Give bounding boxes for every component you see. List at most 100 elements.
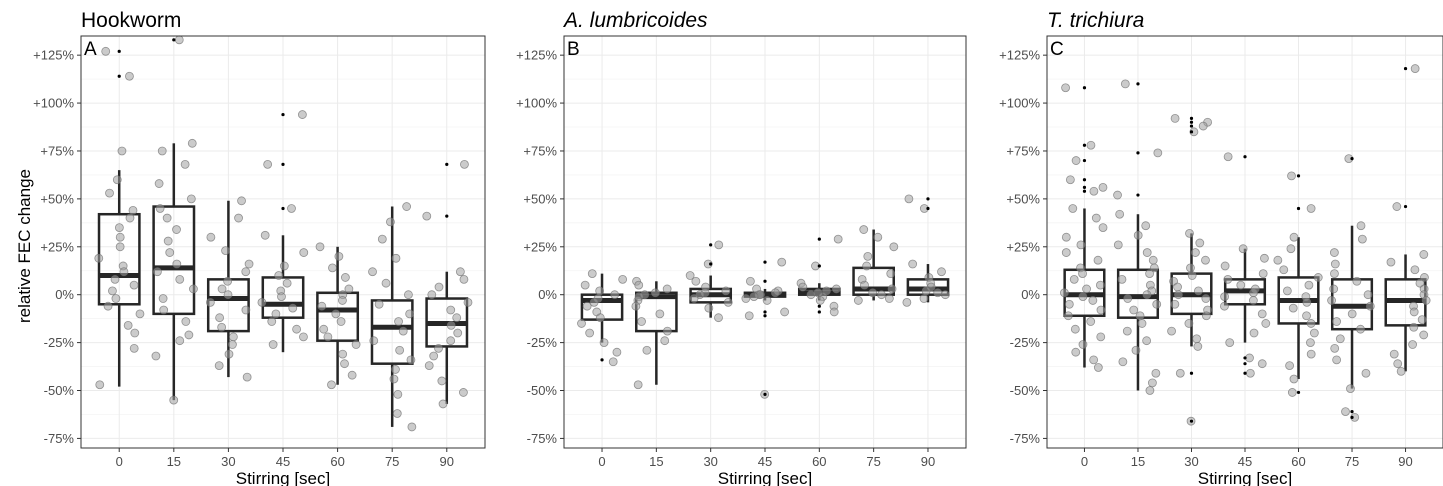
data-point <box>1167 326 1176 336</box>
data-point <box>1302 311 1311 321</box>
data-point <box>217 322 227 332</box>
data-point <box>154 179 164 188</box>
data-point <box>241 305 251 315</box>
data-point <box>1329 248 1339 257</box>
data-point <box>940 290 950 300</box>
data-point <box>780 307 790 317</box>
data-point <box>115 242 125 252</box>
data-point <box>368 267 377 277</box>
data-point <box>103 301 113 311</box>
y-tick-label: 0% <box>55 287 74 302</box>
box-iqr <box>370 299 414 365</box>
data-point <box>853 296 863 305</box>
data-point <box>1185 228 1194 238</box>
box-45 <box>261 235 305 353</box>
data-point <box>577 319 586 328</box>
data-point <box>741 294 751 303</box>
y-axis-label: relative FEC change <box>15 169 34 323</box>
data-point <box>860 280 869 290</box>
data-point <box>1117 274 1127 284</box>
x-tick-label: 75 <box>866 454 880 469</box>
data-point <box>1286 244 1296 254</box>
outlier-point <box>1082 143 1087 147</box>
data-point <box>1346 384 1355 393</box>
data-point <box>1408 340 1417 349</box>
data-point <box>214 361 224 371</box>
x-axis-label: Stirring [sec] <box>236 469 330 486</box>
outlier-point <box>445 214 449 218</box>
data-point <box>455 267 465 277</box>
data-point <box>933 288 943 298</box>
data-point <box>221 246 230 256</box>
data-point <box>340 273 350 282</box>
outlier-point <box>926 197 930 201</box>
box-iqr <box>152 205 196 316</box>
y-tick-label: +25% <box>1006 239 1040 254</box>
data-point <box>660 336 670 346</box>
data-point <box>1065 175 1075 185</box>
data-point <box>637 317 646 326</box>
data-point <box>315 242 325 252</box>
data-point <box>135 309 145 319</box>
panel-c: -75% -50% -25% 0% +25% +50% +75% +100% +125% 0 15 3… <box>999 9 1443 486</box>
data-point <box>395 345 405 355</box>
data-point <box>1386 257 1396 267</box>
data-point <box>1173 282 1182 292</box>
data-point <box>1238 244 1248 254</box>
panels: -75% -50% -25% 0% +25% +50% +75% +100% +125% 0 15 3… <box>33 9 1443 486</box>
data-point <box>1060 288 1069 298</box>
outlier-point <box>817 310 821 314</box>
data-point <box>1113 190 1122 200</box>
x-tick-label: 30 <box>703 454 717 469</box>
data-point <box>1347 309 1357 319</box>
outlier-point <box>117 49 121 53</box>
data-point <box>1148 255 1158 265</box>
data-point <box>189 284 198 294</box>
data-point <box>459 388 468 397</box>
outlier-point <box>763 314 767 318</box>
x-tick-label: 60 <box>1291 454 1305 469</box>
x-tick-label: 0 <box>1081 454 1088 469</box>
data-point <box>1123 294 1133 303</box>
x-tick-label: 30 <box>1184 454 1198 469</box>
data-point <box>110 274 120 284</box>
outlier-point <box>926 206 930 211</box>
data-point <box>1061 232 1071 242</box>
data-point <box>393 389 403 399</box>
outlier-point <box>709 262 713 266</box>
y-tick-label: +100% <box>33 96 74 111</box>
data-point <box>1249 288 1258 298</box>
data-point <box>1120 79 1130 89</box>
data-point <box>1356 221 1366 231</box>
y-tick-label: +50% <box>1006 191 1040 206</box>
panel-tag: C <box>1050 39 1064 60</box>
data-point <box>1201 311 1211 321</box>
data-point <box>175 336 185 346</box>
data-point <box>1306 204 1316 213</box>
data-point <box>685 271 695 280</box>
data-point <box>398 326 408 336</box>
data-point <box>1098 182 1108 192</box>
data-point <box>174 35 184 45</box>
y-tick-label: +75% <box>523 143 557 158</box>
outlier-point <box>1189 130 1194 134</box>
data-point <box>112 175 122 185</box>
data-point <box>1093 255 1103 265</box>
data-point <box>1142 336 1152 346</box>
data-point <box>1282 286 1292 296</box>
data-point <box>437 376 447 386</box>
data-point <box>1061 83 1070 93</box>
data-point <box>1417 315 1427 325</box>
data-point <box>1304 280 1314 290</box>
data-point <box>919 294 929 303</box>
y-tick-label: -50% <box>1010 383 1041 398</box>
data-point <box>1078 292 1088 302</box>
data-point <box>1288 303 1298 313</box>
data-point <box>1261 319 1271 328</box>
y-tick-label: -50% <box>527 383 558 398</box>
data-point <box>1335 334 1345 344</box>
data-point <box>1421 296 1431 305</box>
data-point <box>1410 64 1420 73</box>
data-point <box>1170 299 1180 309</box>
outlier-point <box>1403 66 1408 71</box>
